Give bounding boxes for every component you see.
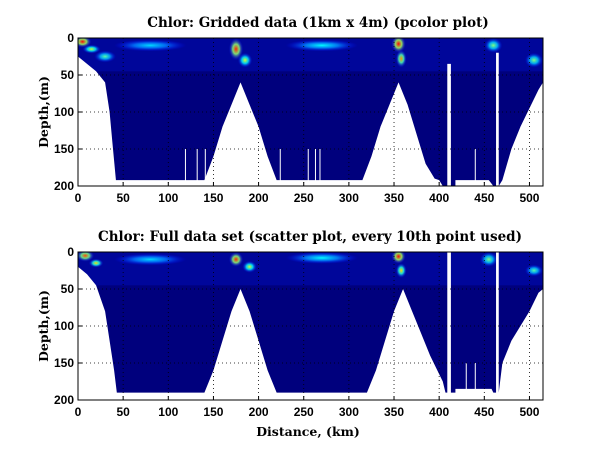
chlorophyll-hotspot (391, 252, 406, 264)
chlorophyll-hotspot (395, 263, 407, 278)
y-tick-label: 0 (67, 31, 74, 45)
x-tick-label: 500 (519, 191, 539, 205)
chlorophyll-hotspot (524, 264, 543, 277)
plot-area (78, 38, 543, 186)
chlorophyll-hotspot (78, 252, 95, 262)
grid-lines (78, 252, 543, 400)
chart-panel-gridded: Chlor: Gridded data (1km x 4m) (pcolor p… (36, 15, 544, 205)
chlorophyll-hotspot (479, 252, 498, 267)
chlorophyll-hotspot (114, 253, 187, 266)
chlorophyll-hotspot (114, 39, 187, 52)
y-axis-ticks: 0 50 100 150 200 (54, 245, 82, 407)
chlorophyll-hotspot (395, 49, 407, 68)
x-tick-label: 300 (339, 405, 359, 419)
x-tick-label: 50 (116, 405, 130, 419)
x-axis-ticks: 0 50 100 150 200 250 300 350 400 450 500 (75, 396, 540, 419)
x-tick-label: 0 (75, 405, 82, 419)
y-tick-label: 50 (61, 68, 75, 82)
chlorophyll-hotspot (285, 39, 358, 52)
x-tick-label: 100 (158, 405, 178, 419)
data-gap-lines (465, 363, 476, 400)
x-tick-label: 350 (384, 191, 404, 205)
chart-panel-scatter: Chlor: Full data set (scatter plot, ever… (36, 229, 544, 439)
hotspot-layer (78, 38, 543, 72)
x-tick-label: 500 (519, 405, 539, 419)
x-tick-label: 200 (249, 191, 269, 205)
x-tick-label: 250 (294, 191, 314, 205)
chlorophyll-hotspot (82, 44, 101, 54)
chlorophyll-hotspot (524, 52, 543, 68)
y-tick-label: 150 (54, 142, 74, 156)
x-tick-label: 350 (384, 405, 404, 419)
x-tick-label: 50 (116, 191, 130, 205)
x-tick-label: 400 (429, 405, 449, 419)
chlorophyll-hotspot (237, 52, 253, 68)
x-tick-label: 150 (203, 191, 223, 205)
x-tick-label: 450 (474, 405, 494, 419)
x-axis-ticks: 0 50 100 150 200 250 300 350 400 450 500 (75, 182, 540, 205)
hotspot-layer (78, 252, 543, 286)
chlorophyll-hotspot (228, 252, 244, 267)
seafloor-profile (78, 52, 543, 186)
x-tick-label: 0 (75, 191, 82, 205)
y-tick-label: 150 (54, 356, 74, 370)
chlorophyll-hotspot (484, 38, 503, 53)
y-axis-label: Depth,(m) (36, 76, 51, 148)
chart-title: Chlor: Gridded data (1km x 4m) (pcolor p… (147, 15, 489, 31)
x-tick-label: 200 (249, 405, 269, 419)
x-tick-label: 250 (294, 405, 314, 419)
y-tick-label: 200 (54, 393, 74, 407)
chlorophyll-hotspot (94, 50, 116, 63)
x-tick-label: 450 (474, 191, 494, 205)
x-tick-label: 150 (203, 405, 223, 419)
y-tick-label: 200 (54, 179, 74, 193)
y-axis-label: Depth,(m) (36, 290, 51, 362)
y-tick-label: 0 (67, 245, 74, 259)
x-tick-label: 300 (339, 191, 359, 205)
x-tick-label: 400 (429, 191, 449, 205)
y-tick-label: 100 (54, 105, 74, 119)
y-axis-ticks: 0 50 100 150 200 (54, 31, 82, 193)
chlorophyll-hotspot (391, 38, 406, 53)
chlorophyll-hotspot (88, 258, 104, 268)
x-tick-label: 100 (158, 191, 178, 205)
chlorophyll-hotspot (242, 260, 257, 273)
x-axis-label: Distance, (km) (256, 424, 360, 439)
data-gap-lines (184, 149, 476, 186)
chlorophyll-hotspot (285, 252, 358, 264)
y-tick-label: 50 (61, 282, 75, 296)
y-tick-label: 100 (54, 319, 74, 333)
plot-area (78, 252, 543, 400)
grid-lines (78, 38, 543, 186)
chart-title: Chlor: Full data set (scatter plot, ever… (98, 229, 522, 245)
chlorophyll-hotspot (228, 38, 244, 61)
